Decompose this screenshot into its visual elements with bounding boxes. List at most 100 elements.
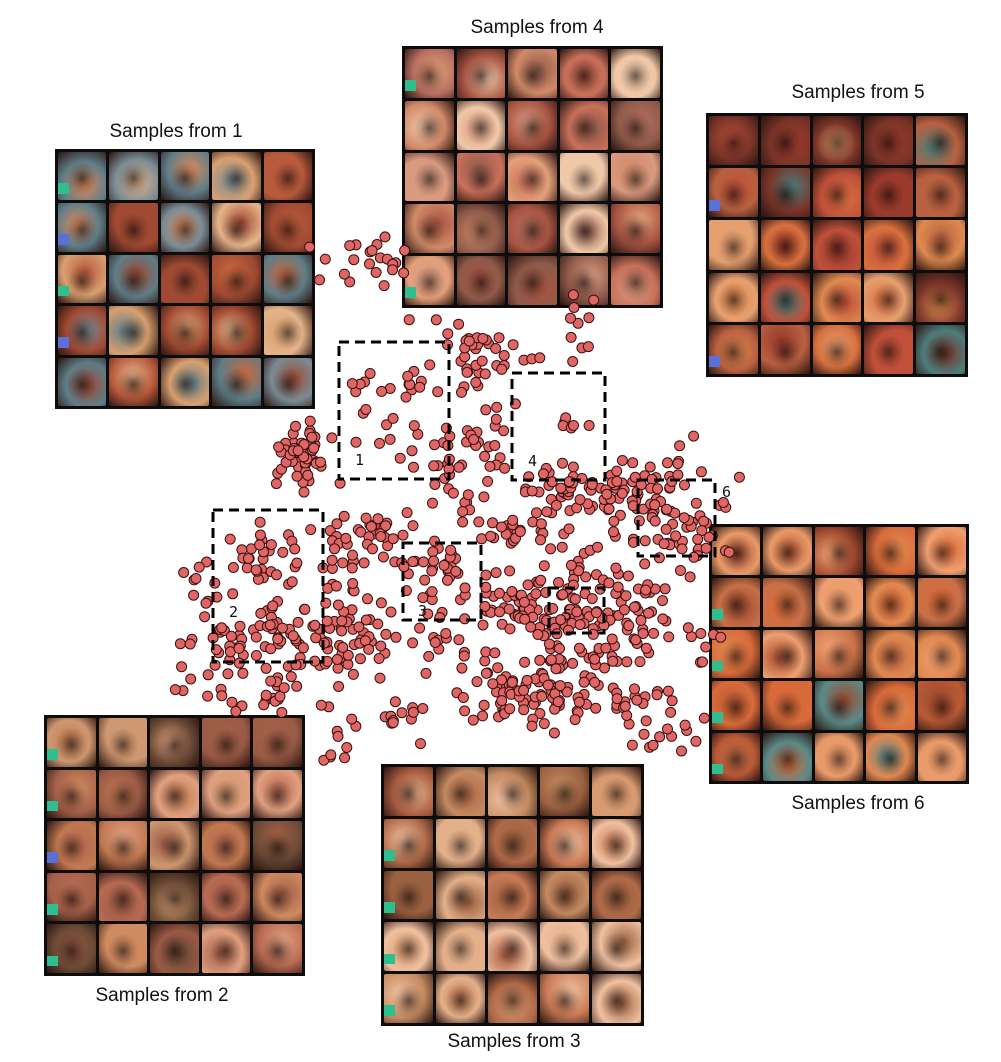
- endoscopy-thumbnail: [58, 357, 107, 406]
- scatter-point: [568, 420, 579, 431]
- endoscopy-thumbnail: [150, 924, 199, 973]
- scatter-point: [545, 543, 557, 555]
- endoscopy-thumbnail: [201, 872, 251, 922]
- endoscopy-thumbnail: [709, 116, 758, 166]
- endoscopy-thumbnail: [488, 870, 537, 920]
- panel-5-grid: [706, 113, 968, 377]
- endoscopy-thumbnail: [916, 220, 965, 270]
- region-label-5: 5: [563, 606, 572, 624]
- scatter-point: [700, 542, 712, 554]
- overlay-marker: [58, 337, 69, 348]
- scatter-point: [567, 289, 579, 301]
- scatter-point: [274, 690, 286, 702]
- scatter-point: [586, 593, 598, 605]
- endoscopy-thumbnail: [212, 357, 261, 406]
- scatter-point: [355, 526, 367, 538]
- scatter-point: [199, 611, 211, 623]
- scatter-point: [277, 546, 289, 558]
- endoscopy-thumbnail: [384, 870, 433, 920]
- endoscopy-thumbnail: [160, 254, 210, 304]
- scatter-point: [663, 631, 675, 643]
- scatter-point: [672, 469, 684, 481]
- endoscopy-thumbnail: [540, 974, 589, 1023]
- endoscopy-thumbnail: [405, 49, 454, 98]
- endoscopy-thumbnail: [150, 872, 199, 922]
- scatter-point: [442, 574, 453, 586]
- scatter-point: [278, 682, 290, 694]
- endoscopy-thumbnail: [436, 870, 485, 920]
- scatter-point: [336, 625, 348, 637]
- scatter-point: [676, 745, 687, 757]
- scatter-point: [634, 656, 646, 668]
- endoscopy-thumbnail: [866, 681, 915, 730]
- scatter-point: [389, 696, 401, 708]
- region-box-3: [401, 541, 483, 622]
- scatter-point: [347, 578, 359, 589]
- scatter-point: [471, 676, 483, 688]
- scatter-point: [202, 690, 214, 702]
- scatter-point: [480, 404, 492, 416]
- scatter-point: [565, 312, 576, 324]
- scatter-point: [258, 699, 270, 711]
- scatter-point: [697, 656, 708, 668]
- endoscopy-thumbnail: [98, 872, 148, 922]
- scatter-point: [287, 630, 299, 642]
- scatter-point: [507, 514, 519, 526]
- scatter-point: [583, 420, 595, 431]
- scatter-point: [536, 690, 548, 702]
- scatter-point: [387, 264, 398, 276]
- scatter-point: [429, 439, 440, 451]
- endoscopy-thumbnail: [405, 256, 454, 305]
- scatter-point: [601, 488, 613, 500]
- scatter-point: [321, 615, 333, 627]
- endoscopy-thumbnail: [212, 203, 261, 252]
- scatter-point: [387, 717, 399, 729]
- scatter-point: [555, 482, 567, 494]
- scatter-point: [427, 546, 439, 558]
- scatter-point: [662, 457, 673, 469]
- scatter-point: [348, 254, 360, 266]
- scatter-point: [571, 606, 583, 618]
- scatter-point: [254, 516, 266, 528]
- scatter-point: [370, 267, 382, 278]
- scatter-point: [432, 386, 444, 398]
- endoscopy-thumbnail: [763, 681, 812, 730]
- scatter-point: [573, 642, 585, 654]
- panel-3-title: Samples from 3: [447, 1031, 581, 1052]
- scatter-point: [565, 559, 577, 571]
- overlay-marker: [712, 609, 723, 621]
- endoscopy-thumbnail: [709, 272, 758, 322]
- scatter-point: [414, 381, 426, 393]
- overlay-marker: [47, 852, 58, 863]
- scatter-point: [276, 622, 288, 634]
- endoscopy-thumbnail: [456, 100, 506, 150]
- endoscopy-thumbnail: [866, 732, 915, 781]
- endoscopy-thumbnail: [763, 527, 812, 576]
- scatter-point: [589, 653, 601, 665]
- scatter-point: [414, 622, 426, 634]
- endoscopy-thumbnail: [709, 220, 758, 270]
- scatter-point: [400, 391, 412, 403]
- scatter-point: [518, 684, 530, 696]
- scatter-point: [456, 662, 468, 674]
- scatter-point: [608, 526, 619, 538]
- endoscopy-thumbnail: [212, 152, 261, 201]
- scatter-point: [234, 620, 246, 632]
- scatter-point: [493, 332, 505, 344]
- scatter-point: [304, 241, 316, 253]
- scatter-point: [353, 621, 365, 633]
- scatter-point: [578, 676, 590, 688]
- scatter-point: [717, 497, 729, 508]
- scatter-point: [535, 518, 547, 530]
- endoscopy-thumbnail: [47, 718, 96, 767]
- scatter-point: [420, 667, 432, 679]
- scatter-point: [733, 471, 745, 483]
- scatter-point: [690, 735, 702, 747]
- scatter-point: [487, 678, 499, 690]
- scatter-point: [227, 562, 239, 573]
- scatter-point: [518, 596, 530, 608]
- overlay-marker: [58, 182, 69, 194]
- scatter-point: [526, 485, 538, 497]
- scatter-point: [360, 614, 372, 626]
- scatter-point: [374, 437, 385, 449]
